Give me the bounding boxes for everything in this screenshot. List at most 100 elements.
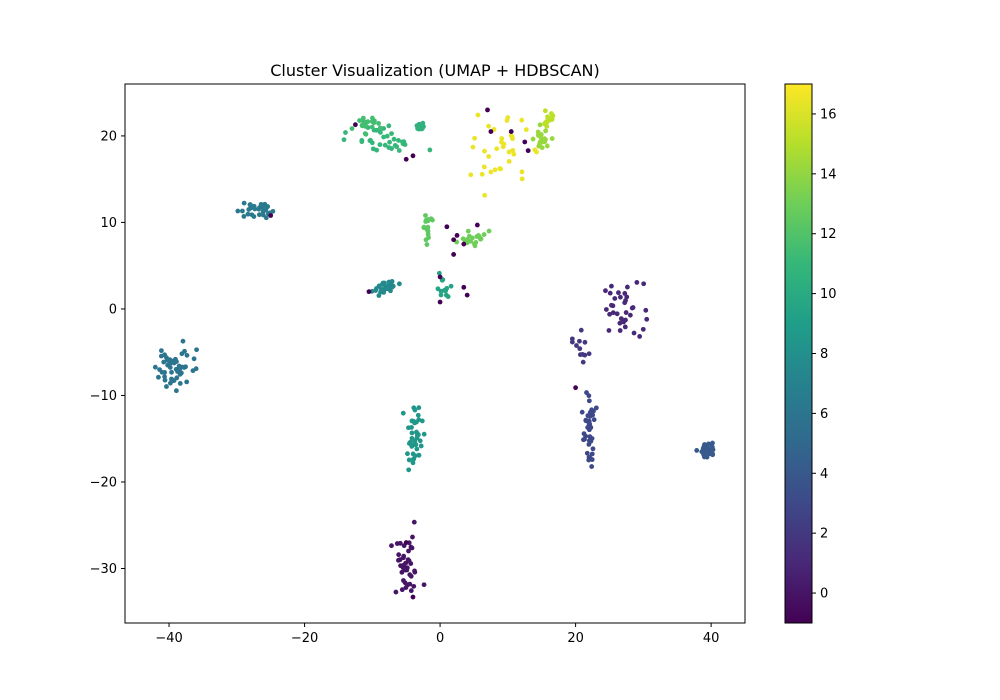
data-point	[631, 330, 637, 336]
data-point	[170, 358, 176, 364]
data-point	[164, 357, 170, 363]
data-point	[369, 124, 375, 130]
data-point	[406, 467, 412, 473]
x-tick-label: 40	[703, 631, 720, 646]
noise-point	[437, 274, 443, 280]
data-point	[582, 436, 587, 442]
data-point	[519, 176, 525, 182]
data-point	[193, 366, 199, 372]
data-point	[369, 140, 375, 146]
data-point	[416, 405, 422, 411]
data-point	[637, 334, 643, 339]
noise-point	[403, 540, 409, 545]
data-point	[482, 192, 488, 198]
data-point	[369, 119, 375, 124]
data-point	[624, 284, 630, 290]
data-point	[612, 296, 618, 301]
data-point	[246, 207, 252, 212]
data-point	[701, 443, 707, 449]
data-point	[359, 123, 365, 129]
x-tick-label: 0	[436, 631, 444, 646]
data-point	[630, 305, 636, 310]
data-point	[430, 217, 435, 223]
y-axis: −30 −20 −10 0 10 20	[90, 129, 125, 577]
noise-point	[451, 237, 457, 243]
noise-point	[352, 122, 358, 128]
x-tick-label: 20	[567, 631, 584, 646]
data-point	[387, 139, 392, 145]
data-point	[251, 214, 257, 219]
y-tick-label: 0	[109, 302, 117, 317]
colorbar	[784, 83, 813, 624]
chart-title: Cluster Visualization (UMAP + HDBSCAN)	[270, 61, 599, 80]
data-point	[410, 460, 416, 466]
data-point	[162, 374, 167, 380]
data-point	[161, 359, 167, 365]
data-point	[585, 413, 591, 419]
data-point	[640, 326, 646, 332]
data-point	[382, 142, 388, 148]
colorbar-tick-label: 12	[820, 227, 837, 242]
data-point	[584, 418, 590, 424]
data-point	[523, 127, 529, 133]
data-point	[609, 283, 614, 289]
data-point	[363, 131, 369, 137]
data-point	[360, 115, 366, 121]
noise-point	[522, 139, 528, 145]
data-point	[162, 370, 168, 375]
data-point	[158, 353, 164, 359]
data-point	[411, 442, 417, 447]
data-point	[609, 302, 614, 308]
data-point	[544, 123, 550, 129]
data-point	[617, 320, 623, 326]
data-point	[405, 557, 411, 563]
data-point	[177, 381, 183, 386]
data-point	[624, 294, 630, 300]
data-point	[191, 356, 197, 362]
data-point	[393, 589, 399, 595]
data-point	[577, 338, 582, 344]
data-point	[473, 240, 479, 245]
data-point	[406, 457, 412, 463]
data-point	[169, 376, 174, 382]
colorbar-tick-label: 14	[820, 167, 837, 182]
colorbar-tick-label: 16	[820, 107, 837, 122]
data-point	[169, 369, 174, 375]
data-point	[617, 328, 623, 333]
data-point	[251, 203, 257, 209]
data-point	[349, 126, 355, 132]
data-point	[511, 151, 517, 157]
data-point	[542, 108, 548, 114]
data-point	[504, 118, 510, 123]
colorbar-axis: 0 2 4 6 8 10 12 14 16	[812, 107, 837, 602]
data-point	[481, 232, 487, 237]
data-point	[425, 232, 431, 237]
data-point	[374, 147, 380, 153]
data-point	[389, 279, 395, 284]
data-point	[460, 236, 466, 242]
data-point	[584, 390, 589, 395]
data-point	[537, 122, 543, 128]
data-point	[406, 441, 412, 446]
data-point	[479, 171, 485, 177]
data-point	[543, 128, 549, 134]
data-point	[519, 169, 525, 175]
data-point	[486, 154, 492, 159]
data-point	[488, 169, 494, 175]
y-tick-label: −30	[90, 562, 117, 577]
data-point	[416, 452, 422, 458]
data-point	[448, 283, 454, 289]
data-point	[400, 410, 406, 416]
data-point	[603, 288, 608, 294]
noise-point	[454, 233, 460, 238]
data-point	[400, 565, 406, 571]
data-point	[263, 215, 269, 221]
data-point	[341, 137, 347, 143]
data-point	[396, 552, 402, 558]
noise-point	[525, 148, 531, 154]
data-point	[405, 451, 410, 457]
data-point	[152, 364, 158, 370]
data-point	[634, 280, 640, 285]
data-point	[694, 448, 700, 453]
